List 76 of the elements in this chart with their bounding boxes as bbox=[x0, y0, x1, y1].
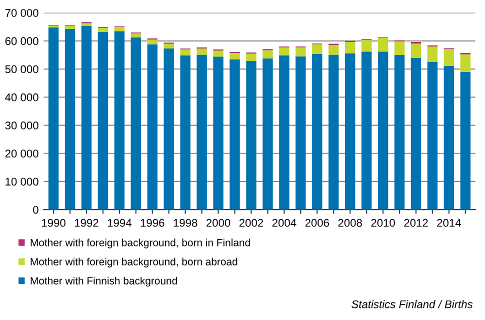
bar bbox=[130, 38, 142, 210]
bar bbox=[460, 54, 471, 72]
x-tick-label: 1994 bbox=[108, 218, 132, 227]
x-tick-label: 2012 bbox=[404, 218, 428, 227]
bar bbox=[213, 50, 224, 57]
bar bbox=[410, 58, 422, 210]
bar bbox=[328, 54, 339, 210]
bar bbox=[164, 44, 174, 49]
bar bbox=[262, 58, 273, 210]
y-tick-label: 0 bbox=[33, 206, 38, 214]
bar bbox=[378, 38, 388, 52]
legend-label: Mother with foreign background, born in Finland bbox=[30, 238, 250, 248]
y-tick-label: 10 000 bbox=[6, 178, 38, 186]
bar bbox=[64, 26, 76, 29]
x-tick-label: 2014 bbox=[437, 218, 461, 227]
legend-label: Mother with Finnish background bbox=[30, 276, 177, 287]
bar bbox=[130, 33, 142, 38]
x-tick-label: 1996 bbox=[140, 218, 164, 227]
x-tick-label: 2000 bbox=[206, 218, 230, 227]
x-tick-label: 2010 bbox=[371, 218, 395, 227]
bar bbox=[394, 54, 405, 210]
bar bbox=[196, 48, 207, 55]
bar bbox=[98, 28, 108, 32]
bar bbox=[81, 26, 92, 210]
legend-label: Mother with foreign background, born abroad bbox=[30, 258, 238, 268]
bar bbox=[361, 40, 372, 52]
bar bbox=[344, 42, 356, 54]
text: Statistics Finland / Births bbox=[352, 300, 473, 308]
bar bbox=[213, 56, 224, 210]
bar bbox=[48, 27, 59, 210]
x-tick-label: 2008 bbox=[338, 218, 362, 227]
y-tick-label: 70 000 bbox=[5, 9, 38, 17]
bar bbox=[444, 66, 454, 210]
bar bbox=[312, 54, 322, 210]
bar bbox=[64, 28, 76, 210]
x-tick-label: 2002 bbox=[239, 218, 264, 227]
bar bbox=[328, 45, 339, 55]
x-tick-label: 2004 bbox=[272, 218, 296, 227]
bar bbox=[196, 54, 207, 210]
bar bbox=[230, 53, 240, 60]
bar bbox=[98, 32, 108, 210]
bar bbox=[246, 60, 256, 210]
bar bbox=[180, 56, 190, 210]
y-tick-label: 40 000 bbox=[5, 93, 38, 102]
y-tick-label: 60 000 bbox=[5, 37, 38, 46]
bar bbox=[147, 44, 158, 210]
bar bbox=[114, 26, 125, 32]
bar bbox=[230, 59, 240, 210]
y-tick-label: 50 000 bbox=[5, 65, 38, 74]
bar bbox=[147, 40, 158, 44]
bar bbox=[279, 47, 290, 56]
bar bbox=[180, 49, 190, 56]
bar bbox=[460, 72, 471, 210]
bar bbox=[427, 62, 438, 210]
x-tick-label: 2006 bbox=[305, 218, 330, 227]
x-tick-label: 1992 bbox=[74, 218, 98, 227]
x-tick-label: 1990 bbox=[42, 218, 66, 227]
y-tick-label: 30 000 bbox=[5, 122, 38, 130]
bar bbox=[296, 47, 306, 56]
bar bbox=[81, 23, 92, 26]
bar bbox=[394, 41, 405, 55]
bar bbox=[444, 49, 454, 66]
bar bbox=[410, 43, 422, 58]
bar bbox=[378, 52, 388, 210]
bar bbox=[361, 52, 372, 210]
bar bbox=[427, 46, 438, 62]
x-tick-label: 1998 bbox=[174, 218, 198, 227]
bar bbox=[344, 53, 356, 210]
bar bbox=[262, 50, 273, 58]
bar bbox=[114, 31, 125, 210]
bar bbox=[279, 56, 290, 210]
bar bbox=[312, 44, 322, 54]
bar bbox=[246, 54, 256, 61]
y-tick-label: 20 000 bbox=[5, 150, 38, 158]
bar bbox=[296, 56, 306, 210]
bar bbox=[164, 48, 174, 210]
